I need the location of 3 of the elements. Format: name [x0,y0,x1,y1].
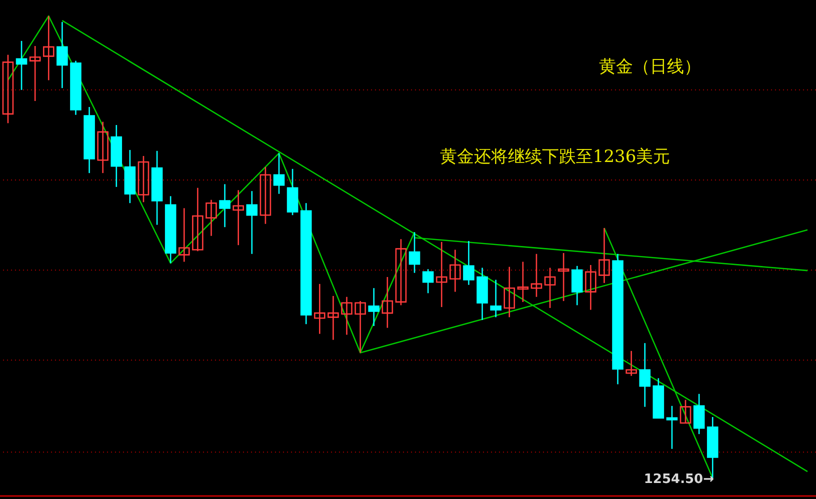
annotation: 黄金还将继续下跌至1236美元 [440,147,670,167]
annotation: 1254.50→ [644,472,714,487]
text: 黄金（日线） [599,57,701,77]
